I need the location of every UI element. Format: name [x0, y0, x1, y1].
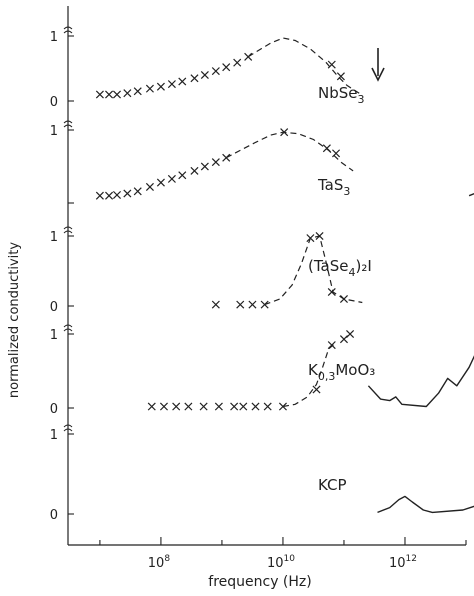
data-point — [112, 190, 122, 199]
axis-break-mark — [63, 26, 73, 34]
data-point — [200, 70, 209, 80]
panel: 1 0 (TaSe4)₂I — [50, 226, 372, 315]
y-tick-label-one: 1 — [50, 30, 58, 45]
material-label: K0,3MoO₃ — [308, 361, 375, 383]
data-point — [211, 300, 220, 309]
x-axis-label: frequency (Hz) — [208, 574, 311, 590]
data-point — [233, 58, 242, 67]
axis-break-mark — [63, 424, 73, 432]
material-label: NbSe3 — [318, 84, 365, 106]
x-tick-label: 1012 — [389, 554, 417, 571]
data-point — [123, 89, 132, 98]
y-tick-label-one: 1 — [50, 230, 58, 245]
material-label: KCP — [318, 476, 347, 494]
y-tick-label-zero: 0 — [50, 95, 58, 110]
plot-frame — [67, 6, 466, 546]
panel: 1 0 KCP — [50, 424, 474, 523]
data-point — [133, 187, 142, 196]
data-point — [327, 287, 336, 297]
down-arrow-head — [371, 67, 385, 82]
material-label: (TaSe4)₂I — [308, 257, 372, 279]
down-arrow-icon — [371, 48, 385, 82]
data-point — [178, 77, 187, 86]
data-point — [200, 162, 209, 171]
fit-curve — [264, 235, 363, 306]
data-point — [339, 294, 348, 304]
axis-break-mark — [63, 226, 73, 234]
data-point — [156, 82, 165, 91]
data-point — [251, 402, 260, 411]
data-point — [278, 402, 287, 411]
panels-layer: 1 0 NbSe3 1 TaS3 1 0 (TaSe4)₂I 1 0 K0,3MoO₃ 1 0 KCP — [50, 26, 474, 523]
panel: 1 TaS3 — [50, 120, 474, 204]
data-point — [280, 128, 289, 137]
fit-curve — [282, 343, 336, 408]
data-point — [260, 300, 269, 309]
panel: 1 0 NbSe3 — [50, 26, 365, 110]
data-point — [332, 149, 341, 158]
data-point — [178, 171, 187, 180]
axis-break-mark — [63, 324, 73, 332]
data-point — [306, 234, 315, 243]
data-point — [156, 178, 165, 187]
data-point — [327, 341, 336, 350]
data-point — [199, 402, 208, 411]
fit-curve — [225, 131, 354, 172]
data-point — [105, 90, 114, 99]
data-point — [315, 231, 324, 241]
data-point — [327, 60, 336, 69]
data-point — [159, 402, 168, 411]
data-point — [95, 90, 104, 99]
data-point — [112, 90, 122, 99]
panel: 1 0 K0,3MoO₃ — [50, 324, 474, 417]
data-point — [190, 74, 199, 83]
data-point — [184, 402, 193, 411]
ir-spectrum-curve — [468, 193, 474, 197]
data-point — [244, 52, 253, 61]
ir-spectrum-curve — [377, 495, 474, 514]
data-point — [339, 335, 348, 344]
data-point — [248, 300, 257, 309]
data-point — [222, 153, 231, 162]
y-tick-label-one: 1 — [50, 328, 58, 343]
data-point — [263, 402, 272, 411]
x-tick-label: 1010 — [267, 554, 295, 571]
data-point — [222, 63, 231, 72]
y-tick-label-one: 1 — [50, 428, 58, 443]
material-label: TaS3 — [317, 176, 350, 198]
x-tick-label: 108 — [148, 554, 171, 571]
data-point — [236, 300, 245, 309]
data-point — [145, 182, 154, 191]
data-point — [105, 191, 114, 200]
x-axis: 108101010121014 — [99, 537, 467, 571]
data-point — [312, 385, 321, 394]
data-point — [211, 158, 220, 167]
data-point — [214, 402, 223, 411]
data-point — [95, 191, 104, 200]
data-point — [230, 402, 239, 411]
data-point — [145, 84, 154, 93]
y-tick-label-zero: 0 — [50, 300, 58, 315]
data-point — [322, 144, 331, 153]
data-point — [123, 189, 132, 198]
data-point — [133, 87, 142, 96]
axis-break-mark — [63, 120, 73, 128]
data-point — [167, 174, 176, 183]
data-point — [147, 402, 156, 411]
data-point — [336, 72, 345, 81]
y-axis-label: normalized conductivity — [7, 242, 22, 398]
data-point — [211, 67, 220, 76]
y-tick-label-zero: 0 — [50, 508, 58, 523]
data-point — [346, 329, 355, 339]
ir-spectrum-curve — [367, 355, 474, 408]
fit-curve — [247, 37, 360, 94]
y-tick-label-one: 1 — [50, 124, 58, 139]
data-point — [172, 402, 181, 411]
data-point — [190, 166, 199, 175]
data-point — [239, 402, 248, 411]
data-point — [167, 80, 176, 89]
y-tick-label-zero: 0 — [50, 402, 58, 417]
